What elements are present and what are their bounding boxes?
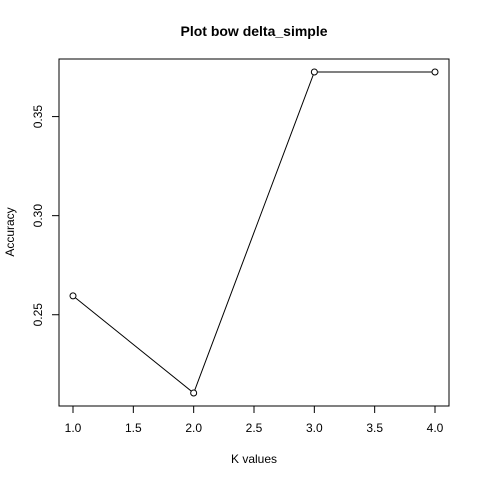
x-tick-label: 2.5 [246, 421, 263, 435]
x-tick-label: 3.5 [366, 421, 383, 435]
y-axis-label: Accuracy [3, 207, 17, 256]
data-points [69, 68, 439, 397]
chart-title: Plot bow delta_simple [180, 23, 327, 39]
x-tick-label: 2.0 [185, 421, 202, 435]
x-axis: 1.0 1.5 2.0 2.5 3.0 3.5 4.0 [65, 406, 444, 435]
x-tick-label: 4.0 [427, 421, 444, 435]
data-point [310, 68, 318, 76]
data-point [69, 292, 77, 300]
x-tick-label: 1.5 [125, 421, 142, 435]
y-tick-label: 0.30 [31, 204, 45, 228]
y-axis: 0.25 0.30 0.35 [31, 105, 59, 327]
data-point [431, 68, 439, 76]
x-tick-label: 3.0 [306, 421, 323, 435]
x-axis-label: K values [231, 452, 277, 466]
x-tick-label: 1.0 [65, 421, 82, 435]
y-tick-label: 0.35 [31, 105, 45, 129]
series-line [72, 71, 435, 394]
y-tick-label: 0.25 [31, 303, 45, 327]
data-point [190, 389, 198, 397]
